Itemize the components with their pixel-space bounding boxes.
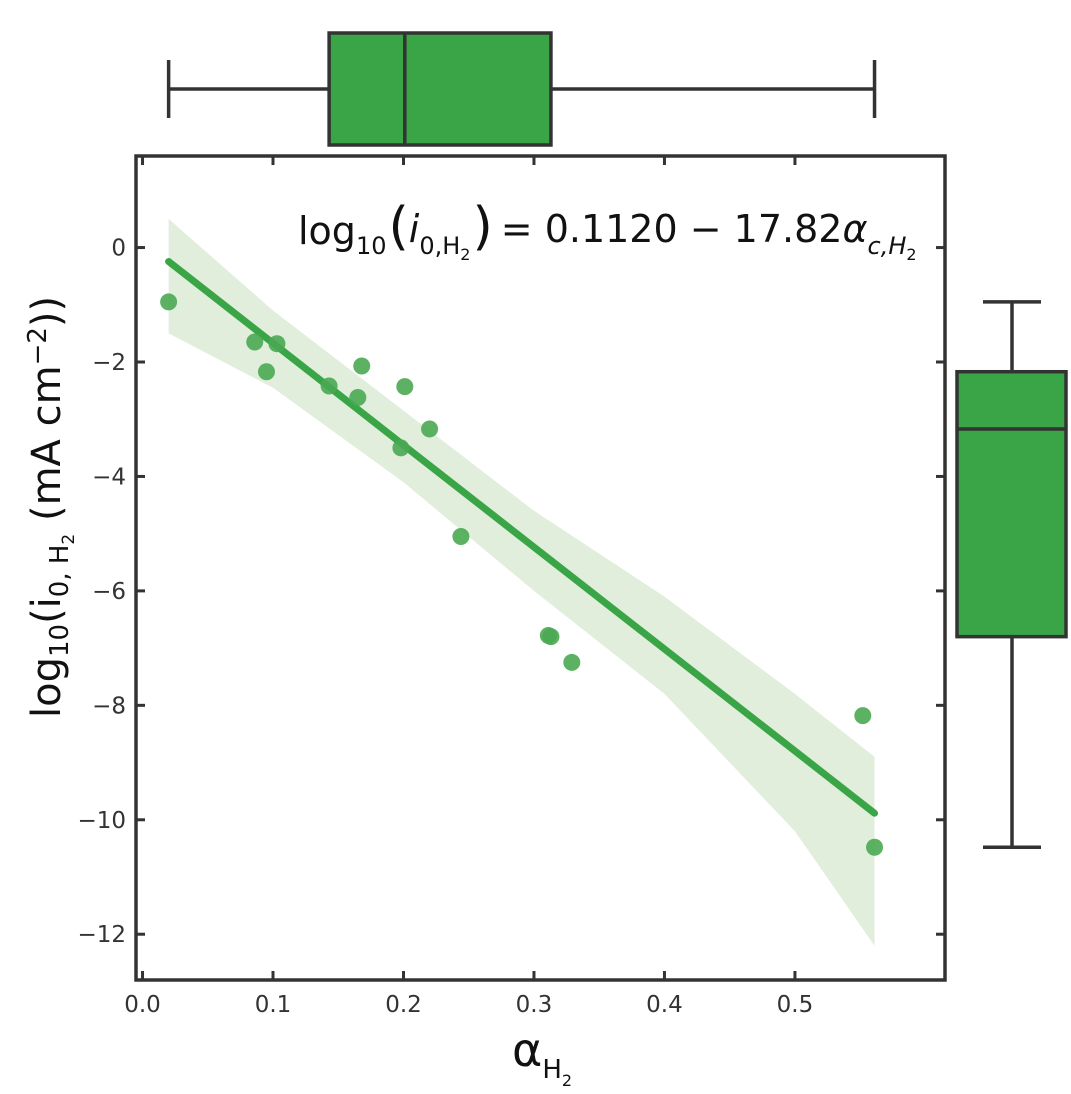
- data-point-5: [349, 388, 367, 406]
- x-tick-label-0: 0.0: [124, 992, 161, 1018]
- eq-log: log: [298, 209, 356, 253]
- eq-log-sub: 10: [356, 232, 387, 260]
- x-axis-title: αH2: [512, 1023, 572, 1090]
- eq-alpha: α: [842, 207, 867, 251]
- x-tick-label-1: 0.1: [255, 992, 292, 1018]
- x-tick-label-3: 0.3: [516, 992, 553, 1018]
- y-title-log: log: [24, 657, 70, 718]
- y-title-i-subsub: 2: [59, 534, 79, 545]
- y-box-iqr: [955, 369, 1068, 639]
- data-point-3: [268, 335, 286, 353]
- y-tick-label-6: −12: [77, 922, 126, 948]
- y-title-i-sub: 0, H: [45, 545, 75, 598]
- x-tick-label-4: 0.4: [646, 992, 683, 1018]
- scatter-points: [160, 293, 884, 856]
- y-title-i: (i: [24, 597, 70, 624]
- y-tick-label-3: −6: [92, 579, 126, 605]
- data-point-12: [542, 628, 560, 646]
- data-point-1: [246, 333, 264, 351]
- y-title-units-sup: −2: [23, 327, 53, 365]
- x-tick-label-2: 0.2: [385, 992, 422, 1018]
- y-tick-label-0: 0: [111, 236, 126, 262]
- data-point-2: [257, 363, 275, 381]
- y-tick-label-1: −2: [92, 350, 126, 376]
- data-point-9: [421, 420, 439, 438]
- y-marginal-boxplot: [955, 300, 1068, 849]
- y-tick-label-5: −10: [77, 808, 126, 834]
- regression-equation: log10(i0,H2) = 0.1120 − 17.82αc,H2: [298, 197, 917, 264]
- data-point-4: [320, 377, 338, 395]
- eq-alpha-sub: c,H: [868, 232, 907, 260]
- y-tick-label-4: −8: [92, 693, 126, 719]
- data-point-14: [854, 707, 872, 725]
- data-point-10: [452, 528, 470, 546]
- x-tick-label-5: 0.5: [777, 992, 814, 1018]
- data-point-7: [392, 439, 410, 457]
- y-tick-label-2: −4: [92, 464, 126, 490]
- data-point-6: [353, 357, 371, 375]
- x-title-main: α: [512, 1023, 542, 1077]
- eq-rhs: = 0.1120 − 17.82: [501, 207, 843, 251]
- y-title-end: )): [24, 296, 70, 327]
- data-point-8: [396, 378, 414, 396]
- y-title-log-sub: 10: [45, 624, 75, 657]
- eq-i-sub: 0,H: [419, 232, 460, 260]
- data-point-13: [563, 653, 581, 671]
- eq-alpha-subsub: 2: [906, 245, 916, 264]
- regression-line: [165, 258, 879, 817]
- x-title-subsub: 2: [562, 1071, 572, 1090]
- x-box-iqr: [327, 31, 553, 147]
- data-point-0: [160, 293, 178, 311]
- eq-i: i: [409, 207, 420, 251]
- eq-lparen: (: [388, 197, 408, 257]
- axis-ticks: 0.0 0.1 0.2 0.3 0.4 0.5 0 −2 −4 −6 −8 −10 −12: [77, 156, 945, 1018]
- y-title-units: (mA cm: [24, 365, 70, 533]
- x-title-sub: H: [542, 1055, 562, 1085]
- x-marginal-boxplot: [166, 31, 877, 147]
- data-point-15: [866, 838, 884, 856]
- eq-i-subsub: 2: [460, 245, 470, 264]
- eq-rparen: ): [472, 197, 492, 257]
- y-axis-title: log10(i0, H2 (mA cm−2)): [23, 296, 79, 718]
- plot-frame: [134, 154, 947, 982]
- confidence-band: [168, 218, 875, 946]
